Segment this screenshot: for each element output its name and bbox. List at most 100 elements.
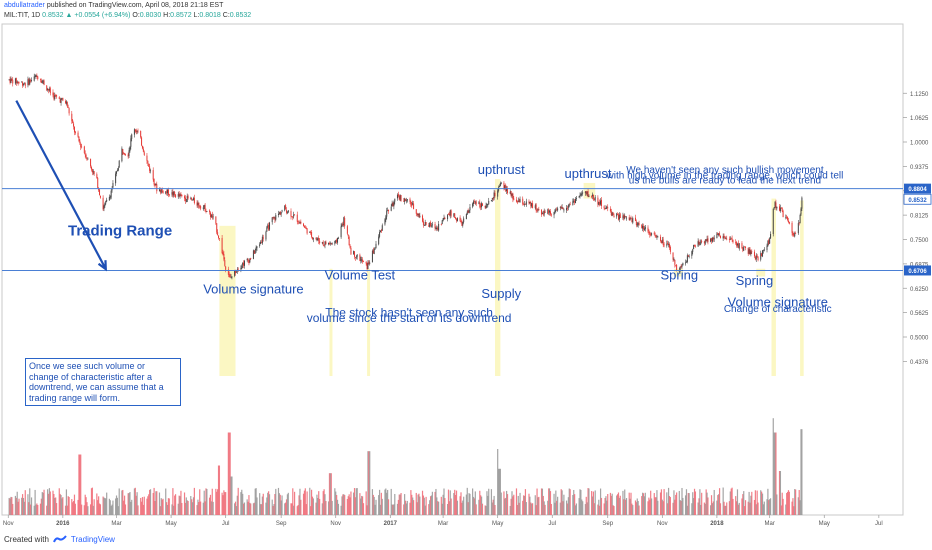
volume-bar <box>111 504 113 515</box>
y-tick-label: 0.9375 <box>910 165 929 171</box>
candle-body <box>511 193 513 196</box>
volume-bar <box>594 490 596 515</box>
candle-body <box>124 154 126 156</box>
volume-bar <box>316 494 318 515</box>
volume-bar <box>225 492 227 515</box>
candle-body <box>605 207 607 210</box>
volume-bar <box>234 503 236 515</box>
candle-body <box>779 206 781 211</box>
candle-body <box>61 98 63 100</box>
candle-body <box>468 210 470 213</box>
candle-body <box>487 204 489 206</box>
volume-bar <box>461 502 463 515</box>
candle-body <box>305 227 307 229</box>
volume-bar <box>588 488 590 515</box>
candle-body <box>55 94 57 96</box>
volume-bar <box>291 503 293 515</box>
volume-bar <box>39 503 42 515</box>
volume-bar <box>568 488 570 515</box>
candle-body <box>711 238 713 242</box>
volume-bar <box>371 489 374 515</box>
x-tick-label: Nov <box>330 521 341 527</box>
annotation-label: volume since the start of its downtrend <box>307 311 512 325</box>
candle-body <box>247 258 249 261</box>
candle-body <box>701 241 703 242</box>
candle-body <box>392 203 394 206</box>
candle-body <box>137 130 139 132</box>
candle-body <box>444 218 446 220</box>
candle-body <box>712 237 714 240</box>
author-link[interactable]: abdullatrader <box>4 2 45 9</box>
volume-bar <box>81 504 83 515</box>
candle-body <box>455 217 457 220</box>
close-label: C: <box>222 12 230 19</box>
candle-body <box>705 239 707 242</box>
volume-bar <box>642 492 644 515</box>
volume-bar <box>15 497 17 515</box>
volume-bar <box>509 505 511 515</box>
candle-body <box>260 242 262 244</box>
volume-bar <box>631 503 633 515</box>
volume-bar <box>112 500 114 515</box>
volume-bar <box>172 488 174 515</box>
volume-bar <box>444 498 446 515</box>
highlight-zone <box>673 268 683 277</box>
candle-body <box>397 194 399 197</box>
volume-bar <box>797 497 799 515</box>
volume-bar <box>442 494 444 515</box>
volume-bar <box>692 492 694 515</box>
candle-body <box>337 237 339 239</box>
candle-body <box>98 188 100 191</box>
candle-body <box>587 191 589 197</box>
volume-bar <box>674 499 676 515</box>
volume-bar <box>392 504 394 515</box>
candle-body <box>548 209 550 214</box>
volume-bar <box>566 503 569 515</box>
volume-bar <box>36 503 38 515</box>
volume-bar <box>67 496 69 515</box>
candle-body <box>644 227 646 230</box>
candle-body <box>775 202 777 208</box>
volume-bar <box>519 492 521 515</box>
candle-body <box>215 216 217 224</box>
volume-bar <box>628 492 630 515</box>
candle-body <box>66 102 68 107</box>
y-tick-label: 0.7500 <box>910 238 929 244</box>
candle-body <box>524 203 526 205</box>
volume-bar <box>366 505 368 515</box>
low-label: L: <box>193 12 200 19</box>
volume-bar <box>437 501 439 515</box>
volume-bar <box>118 488 120 515</box>
tradingview-link[interactable]: TradingView <box>70 535 115 544</box>
volume-bar <box>187 500 189 515</box>
candle-body <box>456 218 458 222</box>
volume-bar <box>776 494 778 515</box>
candle-body <box>336 239 338 243</box>
candle-body <box>355 256 357 258</box>
volume-bar <box>791 501 793 515</box>
volume-bar <box>585 496 587 515</box>
candle-body <box>561 207 563 209</box>
candle-body <box>178 193 180 197</box>
volume-bar <box>356 488 358 515</box>
volume-bar <box>253 502 255 515</box>
candle-body <box>460 221 462 222</box>
volume-bar <box>49 491 51 515</box>
candle-body <box>440 224 442 225</box>
volume-bar <box>254 488 256 515</box>
volume-bar <box>285 499 288 515</box>
volume-bar <box>657 500 659 515</box>
candle-body <box>243 260 245 266</box>
volume-bar <box>342 494 344 515</box>
price-tag-bg <box>904 265 931 276</box>
candle-body <box>205 210 207 212</box>
candle-body <box>757 257 759 261</box>
volume-bar <box>319 498 321 515</box>
volume-bar <box>732 498 734 515</box>
volume-bar <box>298 495 300 515</box>
candle-body <box>648 232 650 234</box>
volume-bar <box>299 488 301 515</box>
candle-body <box>317 237 319 240</box>
volume-bar <box>262 493 264 515</box>
